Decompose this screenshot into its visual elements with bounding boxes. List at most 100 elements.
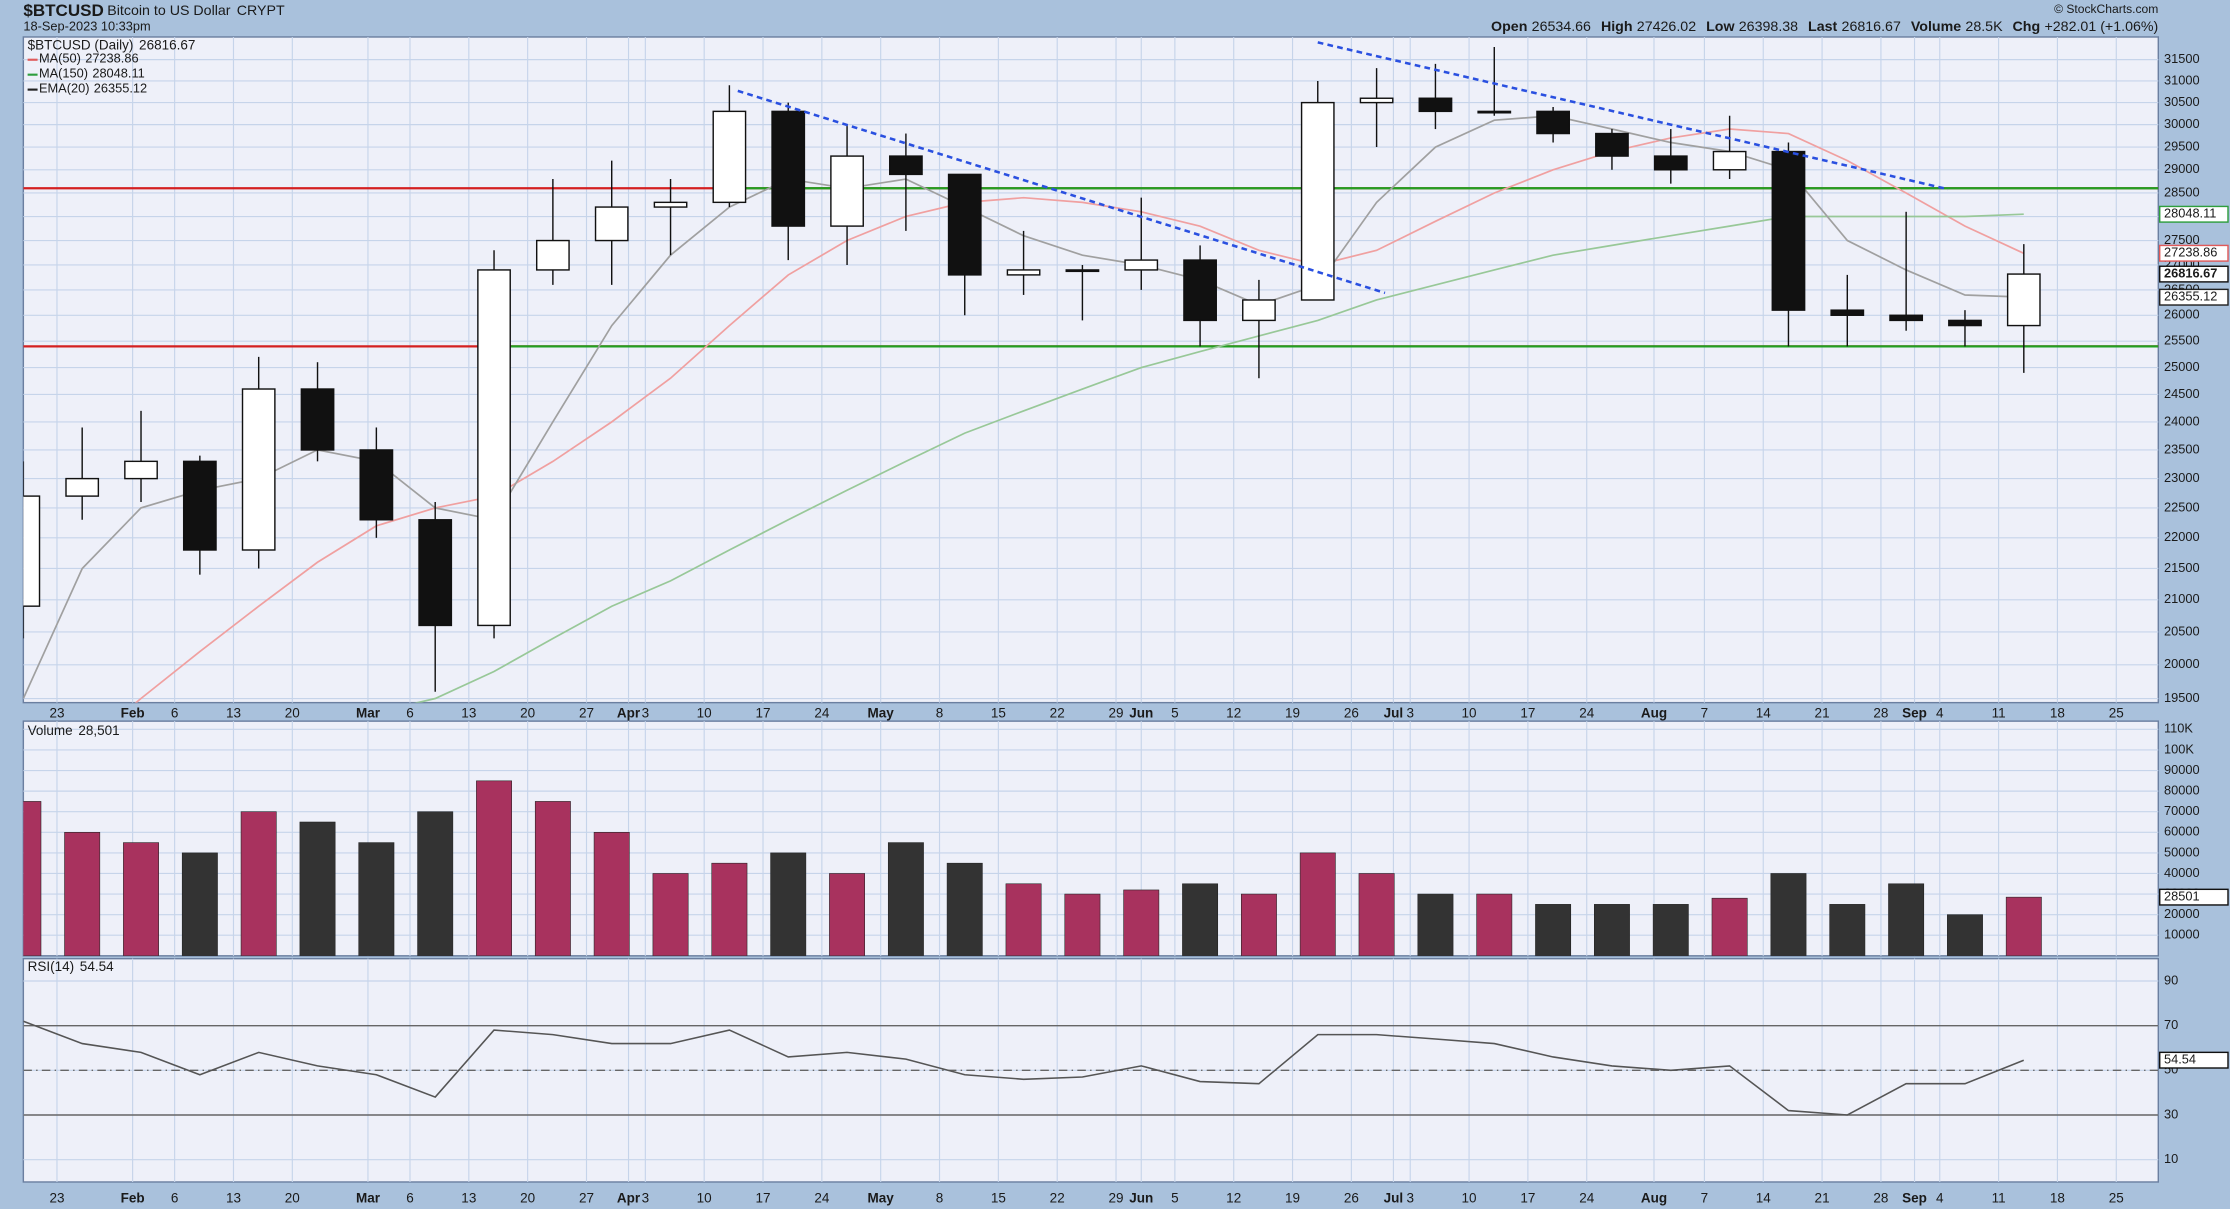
candle-body bbox=[1300, 101, 1335, 301]
candle-body bbox=[947, 173, 982, 276]
volume-bar bbox=[1711, 897, 1748, 956]
x-tick-label: 27 bbox=[579, 1191, 594, 1206]
legend-name: Volume bbox=[28, 723, 73, 738]
x-tick-label: 28 bbox=[1873, 1191, 1888, 1206]
y-tick-label: 24000 bbox=[2164, 413, 2200, 428]
x-tick-label: 13 bbox=[461, 1191, 476, 1206]
x-tick-label: 23 bbox=[49, 706, 64, 721]
x-tick-label: 4 bbox=[1936, 706, 1944, 721]
legend-value: 54.54 bbox=[80, 959, 114, 974]
moving-average bbox=[413, 213, 2024, 703]
x-tick-label: Sep bbox=[1902, 1191, 1927, 1206]
x-tick-label: 13 bbox=[226, 1191, 241, 1206]
x-tick-label: 13 bbox=[461, 706, 476, 721]
x-tick-label: 4 bbox=[1936, 1191, 1944, 1206]
x-tick-label: 21 bbox=[1815, 1191, 1830, 1206]
x-tick-label: 21 bbox=[1815, 706, 1830, 721]
volume-bar bbox=[23, 801, 42, 956]
y-tick-label: 110K bbox=[2164, 721, 2193, 736]
value-tag bbox=[2159, 265, 2229, 283]
legend-entry: MA(50) 27238.86 bbox=[39, 51, 139, 66]
volume-bar bbox=[946, 862, 983, 956]
candle-body bbox=[594, 206, 629, 242]
x-tick-label: Feb bbox=[121, 706, 145, 721]
x-tick-label: Feb bbox=[121, 1191, 145, 1206]
timestamp: 18-Sep-2023 10:33pm bbox=[23, 18, 150, 33]
quote-value: 26534.66 bbox=[1532, 19, 1591, 35]
x-tick-label: 7 bbox=[1701, 1191, 1709, 1206]
y-tick-label: 70 bbox=[2164, 1017, 2178, 1032]
x-tick-label: 14 bbox=[1756, 1191, 1772, 1206]
candle-body bbox=[1477, 110, 1512, 114]
candle-body bbox=[1948, 319, 1982, 327]
quote-value: 27426.02 bbox=[1637, 19, 1696, 35]
volume-bar bbox=[1123, 889, 1160, 956]
y-tick-label: 23500 bbox=[2164, 441, 2200, 456]
x-tick-label: 6 bbox=[406, 706, 414, 721]
x-tick-label: 19 bbox=[1285, 1191, 1300, 1206]
x-tick-label: Aug bbox=[1641, 706, 1667, 721]
quote-label: Volume bbox=[1911, 19, 1961, 35]
x-tick-label: May bbox=[868, 706, 895, 721]
x-tick-label: May bbox=[868, 1191, 895, 1206]
volume-bar bbox=[476, 780, 512, 956]
candle-body bbox=[182, 460, 217, 551]
y-tick-label: 27500 bbox=[2164, 232, 2200, 247]
x-tick-label: 11 bbox=[1992, 1191, 2006, 1206]
legend-name: EMA(20) bbox=[39, 81, 90, 96]
legend-entry: MA(150) 28048.11 bbox=[39, 66, 145, 81]
plot-area bbox=[23, 41, 2159, 703]
legend-name: MA(150) bbox=[39, 66, 88, 81]
y-tick-label: 20000 bbox=[2164, 906, 2200, 921]
x-tick-label: 17 bbox=[755, 706, 770, 721]
volume-bar bbox=[1594, 904, 1630, 956]
x-tick-label: 25 bbox=[2109, 1191, 2124, 1206]
x-tick-label: 10 bbox=[1462, 1191, 1477, 1206]
y-tick-label: 40000 bbox=[2164, 865, 2200, 880]
instrument-name: Bitcoin to US Dollar bbox=[107, 3, 231, 19]
x-tick-label: 5 bbox=[1171, 706, 1179, 721]
x-tick-label: 5 bbox=[1171, 1191, 1179, 1206]
quote-line: Open 26534.66 High 27426.02 Low 26398.38 Last 2… bbox=[1491, 19, 2158, 35]
x-tick-label: 17 bbox=[1520, 1191, 1535, 1206]
x-tick-label: 27 bbox=[579, 706, 594, 721]
quote-label: Low bbox=[1706, 19, 1735, 35]
legend-value: 28048.11 bbox=[92, 66, 144, 81]
candle-body bbox=[300, 388, 335, 451]
quote-label: High bbox=[1601, 19, 1633, 35]
y-tick-label: 21000 bbox=[2164, 591, 2200, 606]
y-tick-label: 24500 bbox=[2164, 386, 2200, 401]
quote-value: 26398.38 bbox=[1739, 19, 1798, 35]
x-tick-label: 20 bbox=[520, 706, 535, 721]
legend-name: MA(50) bbox=[39, 51, 81, 66]
volume-bar bbox=[1299, 852, 1336, 956]
candle-body bbox=[1830, 309, 1865, 316]
y-tick-label: 90000 bbox=[2164, 762, 2200, 777]
x-tick-label: 19 bbox=[1285, 706, 1300, 721]
volume-bar bbox=[2005, 896, 2042, 956]
volume-bar bbox=[829, 873, 866, 956]
y-tick-label: 30000 bbox=[2164, 116, 2200, 131]
x-tick-label: 24 bbox=[1579, 706, 1595, 721]
y-tick-label: 25000 bbox=[2164, 359, 2200, 374]
volume-bar bbox=[1770, 873, 1807, 956]
x-tick-label: 3 bbox=[1406, 706, 1414, 721]
x-tick-label: 10 bbox=[697, 1191, 712, 1206]
x-tick-label: 22 bbox=[1050, 1191, 1065, 1206]
x-tick-label: 10 bbox=[697, 706, 712, 721]
volume-bar bbox=[1005, 883, 1042, 956]
x-tick-label: Aug bbox=[1641, 1191, 1667, 1206]
x-tick-label: 3 bbox=[642, 1191, 650, 1206]
candle-body bbox=[830, 155, 864, 227]
x-tick-label: 17 bbox=[1520, 706, 1535, 721]
rsi-line bbox=[23, 1020, 2025, 1116]
panel-legend: Volume 28,501 bbox=[28, 723, 120, 738]
x-tick-label: 24 bbox=[814, 1191, 830, 1206]
x-tick-label: 24 bbox=[814, 706, 830, 721]
x-tick-label: 29 bbox=[1109, 706, 1124, 721]
x-tick-label: 28 bbox=[1873, 706, 1888, 721]
candle-body bbox=[1536, 110, 1571, 135]
candle-body bbox=[2006, 273, 2041, 327]
x-tick-label: Apr bbox=[617, 706, 641, 721]
